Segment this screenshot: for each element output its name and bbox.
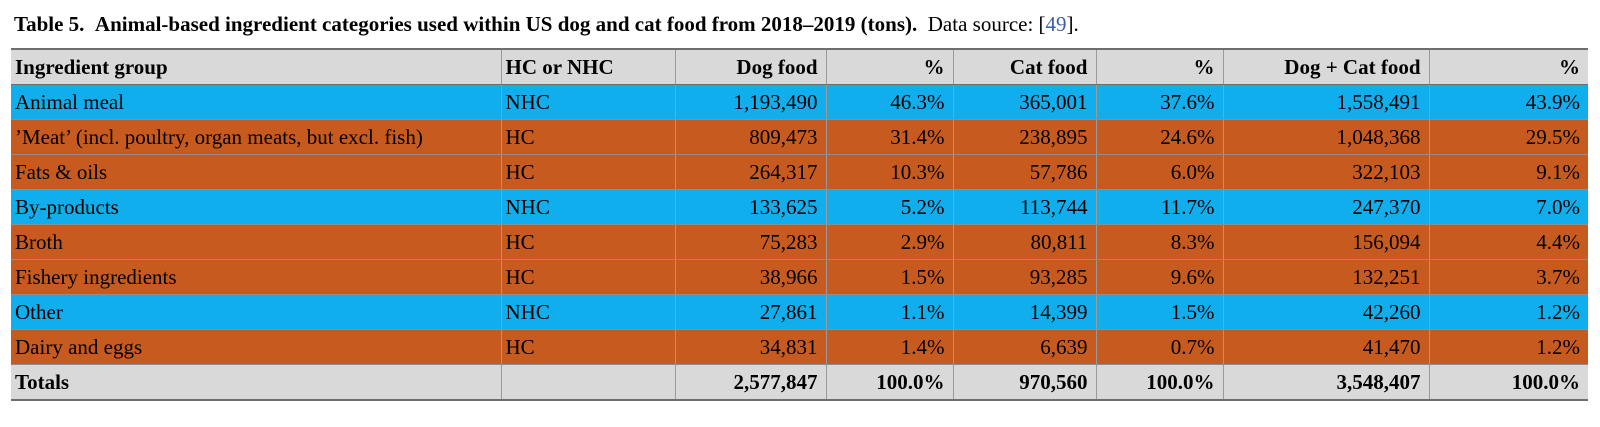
cell-cat-percent: 8.3% [1095,224,1224,260]
cell-cat-food: 80,811 [952,224,1097,260]
cell-cat-percent: 9.6% [1095,259,1224,295]
cell-totals-dog-cat-percent: 100.0% [1428,364,1588,401]
reference-link[interactable]: 49 [1045,12,1067,36]
cell-dog-percent: 31.4% [825,119,954,155]
cell-dog-cat-food: 42,260 [1222,294,1430,330]
cell-cat-food: 6,639 [952,329,1097,365]
header-ingredient-group: Ingredient group [11,49,502,85]
table-row: Fats & oils HC 264,317 10.3% 57,786 6.0%… [11,154,1588,190]
cell-dog-cat-percent: 43.9% [1428,84,1588,120]
cell-hc-nhc: NHC [500,294,676,330]
cell-dog-cat-food: 41,470 [1222,329,1430,365]
table-row: ’Meat’ (incl. poultry, organ meats, but … [11,119,1588,155]
cell-dog-food: 34,831 [674,329,827,365]
cell-dog-food: 1,193,490 [674,84,827,120]
cell-cat-percent: 6.0% [1095,154,1224,190]
cell-cat-food: 113,744 [952,189,1097,225]
data-source-suffix: ]. [1066,12,1079,36]
table-row: Fishery ingredients HC 38,966 1.5% 93,28… [11,259,1588,295]
cell-dog-cat-percent: 1.2% [1428,294,1588,330]
cell-ingredient-group: By-products [11,189,502,225]
cell-dog-cat-food: 247,370 [1222,189,1430,225]
header-cat-food: Cat food [952,49,1097,85]
cell-ingredient-group: Broth [11,224,502,260]
cell-ingredient-group: Fishery ingredients [11,259,502,295]
cell-dog-cat-food: 156,094 [1222,224,1430,260]
header-row: Ingredient group HC or NHC Dog food % Ca… [11,49,1588,85]
cell-dog-percent: 1.5% [825,259,954,295]
cell-dog-percent: 1.4% [825,329,954,365]
header-dog-cat-percent: % [1428,49,1588,85]
cell-totals-cat-food: 970,560 [952,364,1097,401]
cell-dog-food: 133,625 [674,189,827,225]
header-dog-food: Dog food [674,49,827,85]
cell-ingredient-group: Other [11,294,502,330]
cell-hc-nhc: HC [500,154,676,190]
cell-dog-cat-food: 132,251 [1222,259,1430,295]
cell-cat-percent: 1.5% [1095,294,1224,330]
header-cat-percent: % [1095,49,1224,85]
cell-cat-percent: 0.7% [1095,329,1224,365]
cell-dog-cat-food: 322,103 [1222,154,1430,190]
cell-dog-cat-percent: 7.0% [1428,189,1588,225]
cell-cat-percent: 11.7% [1095,189,1224,225]
cell-cat-percent: 37.6% [1095,84,1224,120]
cell-dog-cat-food: 1,048,368 [1222,119,1430,155]
data-source-prefix: Data source: [ [927,12,1046,36]
cell-dog-cat-percent: 9.1% [1428,154,1588,190]
cell-dog-percent: 46.3% [825,84,954,120]
cell-dog-cat-percent: 4.4% [1428,224,1588,260]
header-dog-percent: % [825,49,954,85]
cell-cat-percent: 24.6% [1095,119,1224,155]
cell-dog-percent: 10.3% [825,154,954,190]
cell-hc-nhc: HC [500,119,676,155]
table-row: Animal meal NHC 1,193,490 46.3% 365,001 … [11,84,1588,120]
cell-cat-food: 238,895 [952,119,1097,155]
cell-ingredient-group: ’Meat’ (incl. poultry, organ meats, but … [11,119,502,155]
cell-ingredient-group: Animal meal [11,84,502,120]
ingredient-table: Ingredient group HC or NHC Dog food % Ca… [11,48,1588,401]
cell-dog-food: 75,283 [674,224,827,260]
cell-hc-nhc: HC [500,259,676,295]
table-row: Other NHC 27,861 1.1% 14,399 1.5% 42,260… [11,294,1588,330]
cell-dog-cat-percent: 29.5% [1428,119,1588,155]
cell-dog-percent: 2.9% [825,224,954,260]
table-label: Table 5. [14,12,85,36]
cell-hc-nhc: NHC [500,189,676,225]
cell-totals-label: Totals [11,364,502,401]
cell-dog-food: 264,317 [674,154,827,190]
table-row: Broth HC 75,283 2.9% 80,811 8.3% 156,094… [11,224,1588,260]
cell-dog-cat-percent: 3.7% [1428,259,1588,295]
totals-row: Totals 2,577,847 100.0% 970,560 100.0% 3… [11,364,1588,401]
cell-totals-dog-cat-food: 3,548,407 [1222,364,1430,401]
table-title: Animal-based ingredient categories used … [94,12,918,36]
table-caption: Table 5. Animal-based ingredient categor… [14,10,1594,38]
cell-dog-food: 809,473 [674,119,827,155]
cell-ingredient-group: Dairy and eggs [11,329,502,365]
cell-dog-food: 38,966 [674,259,827,295]
cell-hc-nhc: HC [500,329,676,365]
cell-cat-food: 365,001 [952,84,1097,120]
cell-totals-dog-percent: 100.0% [825,364,954,401]
cell-dog-cat-percent: 1.2% [1428,329,1588,365]
cell-ingredient-group: Fats & oils [11,154,502,190]
cell-cat-food: 93,285 [952,259,1097,295]
table-row: Dairy and eggs HC 34,831 1.4% 6,639 0.7%… [11,329,1588,365]
cell-cat-food: 14,399 [952,294,1097,330]
cell-dog-percent: 1.1% [825,294,954,330]
cell-hc-nhc: HC [500,224,676,260]
cell-dog-food: 27,861 [674,294,827,330]
cell-totals-hc-nhc [500,364,676,401]
cell-dog-percent: 5.2% [825,189,954,225]
cell-totals-dog-food: 2,577,847 [674,364,827,401]
cell-cat-food: 57,786 [952,154,1097,190]
table-row: By-products NHC 133,625 5.2% 113,744 11.… [11,189,1588,225]
cell-hc-nhc: NHC [500,84,676,120]
header-dog-cat-food: Dog + Cat food [1222,49,1430,85]
header-hc-nhc: HC or NHC [500,49,676,85]
cell-totals-cat-percent: 100.0% [1095,364,1224,401]
cell-dog-cat-food: 1,558,491 [1222,84,1430,120]
